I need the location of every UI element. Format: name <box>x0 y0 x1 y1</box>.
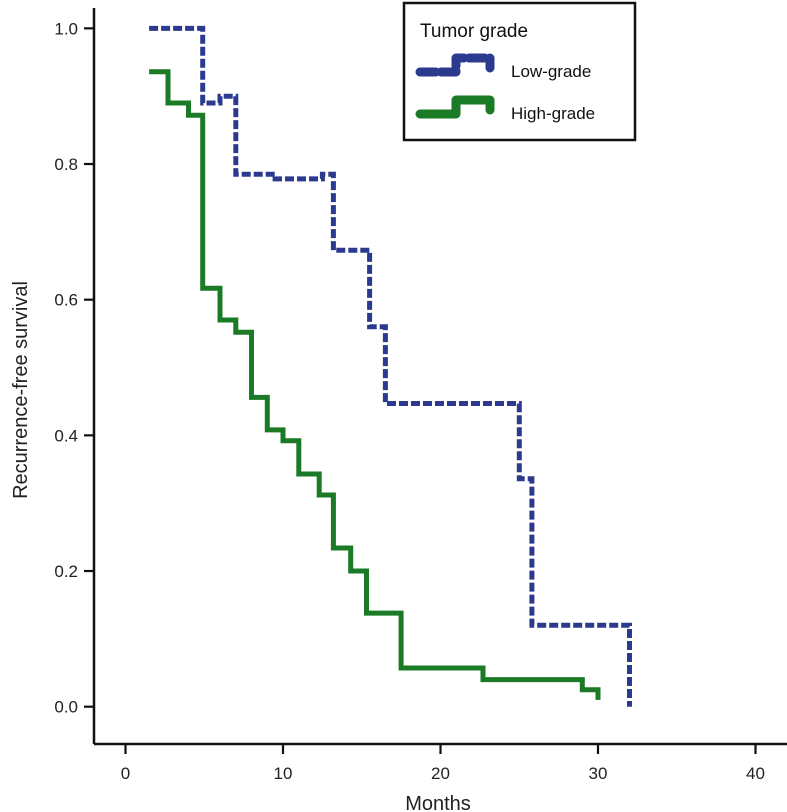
x-tick-label: 20 <box>431 764 450 783</box>
series-line-low-grade <box>149 25 632 707</box>
y-tick-label: 0.4 <box>54 426 78 445</box>
legend: Tumor grade Low-grade High-grade <box>402 1 637 142</box>
series-layer <box>149 25 632 707</box>
y-axis-title: Recurrence-free survival <box>10 281 32 499</box>
axes: 0.0 0.2 0.4 0.6 0.8 1.0 0 10 20 30 40 Months Recurre… <box>10 8 787 812</box>
y-tick-label: 0.8 <box>54 155 78 174</box>
x-tick-label: 0 <box>121 764 130 783</box>
legend-label: Low-grade <box>511 62 591 81</box>
legend-title: Tumor grade <box>420 21 528 42</box>
legend-symbol-high-grade <box>415 95 495 119</box>
x-tick-label: 40 <box>746 764 765 783</box>
y-tick-label: 0.0 <box>54 698 78 717</box>
x-tick-label: 30 <box>589 764 608 783</box>
y-tick-label: 1.0 <box>54 19 78 38</box>
y-tick-label: 0.2 <box>54 562 78 581</box>
x-axis-title: Months <box>405 793 471 812</box>
y-tick-label: 0.6 <box>54 291 78 310</box>
x-tick-label: 10 <box>274 764 293 783</box>
legend-symbol-low-grade <box>415 53 495 77</box>
legend-label: High-grade <box>511 104 595 123</box>
series-line-high-grade <box>149 69 601 700</box>
